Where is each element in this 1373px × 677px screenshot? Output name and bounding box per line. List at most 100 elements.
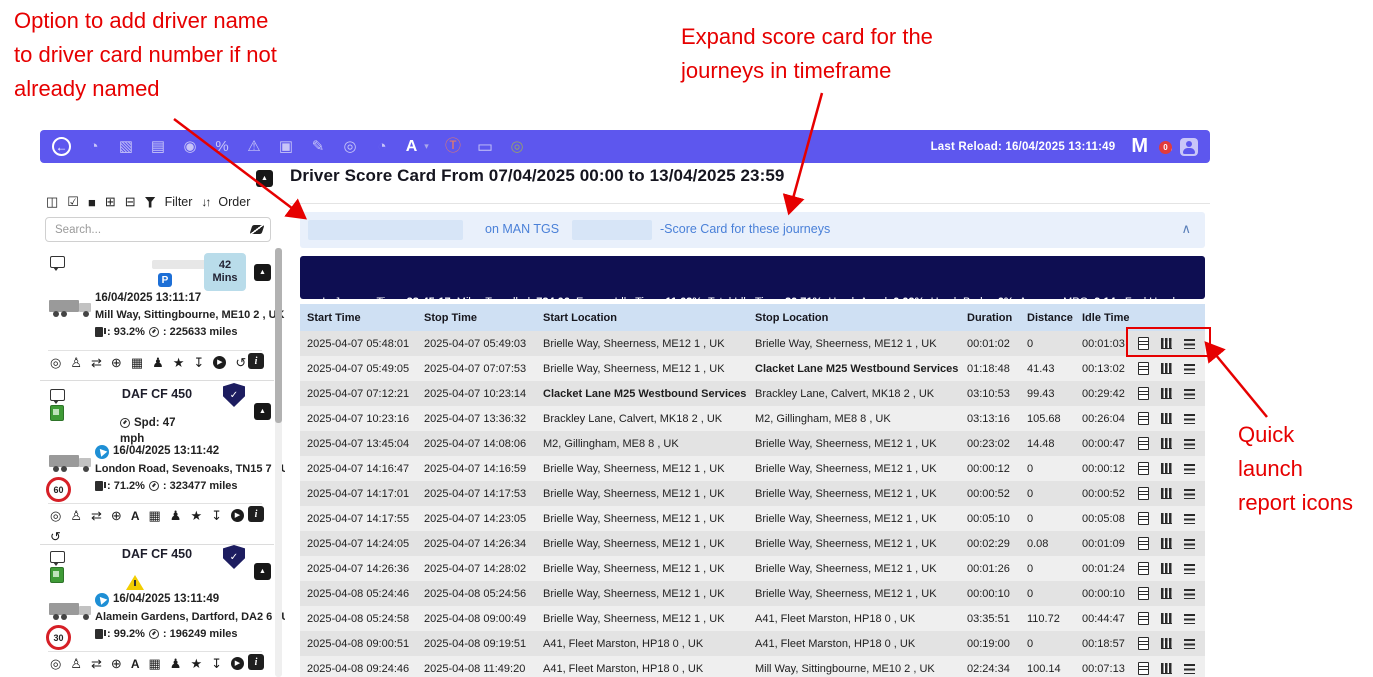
star-icon[interactable]: ★ (190, 508, 203, 523)
solid-square-icon[interactable]: ■ (87, 194, 96, 210)
filter-button[interactable]: Filter (164, 195, 193, 209)
swap-icon[interactable]: ⇄ (91, 508, 102, 523)
locations-icon[interactable]: ◉ (183, 138, 197, 155)
table-row[interactable]: 2025-04-07 14:17:01 2025-04-07 14:17:53 … (300, 481, 1205, 506)
score-card-expand-bar[interactable]: on MAN TGS -Score Card for these journey… (300, 212, 1205, 248)
summary-report-icon[interactable] (1184, 338, 1195, 349)
person-icon[interactable]: ♟ (152, 355, 164, 370)
play-icon[interactable]: ▶ (213, 356, 227, 369)
profile-icon[interactable] (1180, 137, 1198, 156)
calendar-icon[interactable]: ▦ (130, 355, 144, 370)
journey-report-icon[interactable] (1138, 462, 1149, 475)
alerts-icon[interactable]: ⚠ (247, 138, 261, 155)
journey-report-icon[interactable] (1138, 587, 1149, 600)
select-all-icon[interactable]: ☑ (67, 194, 79, 209)
journey-report-icon[interactable] (1138, 412, 1149, 425)
download-icon[interactable]: ↧ (211, 508, 222, 523)
map-icon[interactable]: ▧ (118, 138, 134, 155)
letter-a-icon[interactable]: A (130, 508, 140, 523)
speed-icon[interactable]: ◔ (377, 138, 387, 155)
play-icon[interactable]: ▶ (231, 657, 244, 670)
brand-a-icon[interactable]: A (405, 137, 418, 155)
back-icon[interactable]: ← (52, 137, 71, 156)
columns-icon[interactable]: ◫ (46, 194, 59, 209)
chart-report-icon[interactable] (1161, 663, 1172, 674)
chart-report-icon[interactable] (1161, 438, 1172, 449)
search-input[interactable] (53, 222, 251, 237)
trailer-icon[interactable]: ▭ (476, 137, 494, 156)
calendar-icon[interactable]: ▦ (148, 656, 161, 671)
journey-report-icon[interactable] (1138, 487, 1149, 500)
chart-report-icon[interactable] (1161, 638, 1172, 649)
summary-report-icon[interactable] (1184, 488, 1195, 499)
table-row[interactable]: 2025-04-08 05:24:58 2025-04-08 09:00:49 … (300, 606, 1205, 631)
chart-report-icon[interactable] (1161, 588, 1172, 599)
summary-report-icon[interactable] (1184, 588, 1195, 599)
table-row[interactable]: 2025-04-07 14:24:05 2025-04-07 14:26:34 … (300, 531, 1205, 556)
expand-all-icon[interactable]: ⊞ (104, 194, 116, 209)
chart-report-icon[interactable] (1161, 613, 1172, 624)
info-button[interactable]: i (248, 506, 264, 522)
vehicle-card[interactable]: DAF CF 450 ✓ ▲ 16/04/2025 13:11:49 Alame… (40, 545, 285, 677)
order-button[interactable]: Order (218, 195, 251, 209)
summary-report-icon[interactable] (1184, 563, 1195, 574)
table-row[interactable]: 2025-04-08 09:00:51 2025-04-08 09:19:51 … (300, 631, 1205, 656)
globe-icon[interactable]: ⊕ (110, 656, 122, 671)
table-row[interactable]: 2025-04-07 07:12:21 2025-04-07 10:23:14 … (300, 381, 1205, 406)
scrollbar-thumb[interactable] (275, 248, 282, 423)
driver-wheel-icon[interactable]: ◎ (510, 138, 524, 155)
table-row[interactable]: 2025-04-08 05:24:46 2025-04-08 05:24:56 … (300, 581, 1205, 606)
summary-report-icon[interactable] (1184, 663, 1195, 674)
journey-report-icon[interactable] (1138, 537, 1149, 550)
journey-report-icon[interactable] (1138, 337, 1149, 350)
letter-a-icon[interactable]: A (130, 656, 140, 671)
table-row[interactable]: 2025-04-07 14:26:36 2025-04-07 14:28:02 … (300, 556, 1205, 581)
summary-report-icon[interactable] (1184, 463, 1195, 474)
info-button[interactable]: i (248, 353, 264, 369)
chart-report-icon[interactable] (1161, 363, 1172, 374)
info-button[interactable]: i (248, 654, 264, 670)
history-icon[interactable]: ↺ (235, 355, 247, 370)
table-row[interactable]: 2025-04-07 10:23:16 2025-04-07 13:36:32 … (300, 406, 1205, 431)
brand-a-caret-icon[interactable]: ▾ (424, 141, 429, 151)
chart-report-icon[interactable] (1161, 463, 1172, 474)
tacho-icon[interactable]: Ⓣ (444, 137, 461, 155)
card-collapse-button[interactable]: ▲ (254, 563, 271, 580)
globe-icon[interactable]: ⊕ (110, 355, 122, 370)
card-collapse-button[interactable]: ▲ (254, 403, 271, 420)
steering-icon[interactable]: ◎ (343, 138, 357, 155)
summary-report-icon[interactable] (1184, 613, 1195, 624)
message-icon[interactable] (50, 389, 65, 404)
table-row[interactable]: 2025-04-07 14:16:47 2025-04-07 14:16:59 … (300, 456, 1205, 481)
person-pin-icon[interactable]: ♙ (70, 656, 82, 671)
swap-icon[interactable]: ⇄ (91, 656, 102, 671)
summary-report-icon[interactable] (1184, 438, 1195, 449)
chevron-up-icon[interactable]: ∧ (1181, 221, 1191, 236)
person-icon[interactable]: ♟ (169, 656, 182, 671)
download-icon[interactable]: ↧ (193, 355, 205, 370)
summary-report-icon[interactable] (1184, 538, 1195, 549)
table-row[interactable]: 2025-04-07 13:45:04 2025-04-07 14:08:06 … (300, 431, 1205, 456)
chart-report-icon[interactable] (1161, 538, 1172, 549)
download-icon[interactable]: ↧ (211, 656, 222, 671)
star-icon[interactable]: ★ (172, 355, 185, 370)
summary-report-icon[interactable] (1184, 388, 1195, 399)
play-icon[interactable]: ▶ (231, 509, 244, 522)
table-row[interactable]: 2025-04-07 05:49:05 2025-04-07 07:07:53 … (300, 356, 1205, 381)
message-icon[interactable] (50, 551, 65, 566)
percent-icon[interactable]: % (215, 138, 229, 155)
vehicle-card[interactable]: DAF CF 450 ✓ ▲ Spd: 47 mph 16/04/2025 13… (40, 381, 285, 545)
reports-icon[interactable]: ▤ (150, 138, 166, 155)
journey-report-icon[interactable] (1138, 512, 1149, 525)
calendar-icon[interactable]: ▦ (148, 508, 161, 523)
person-icon[interactable]: ♟ (169, 508, 182, 523)
swap-icon[interactable]: ⇄ (91, 355, 102, 370)
sidebar-collapse-button[interactable]: ▲ (256, 170, 273, 187)
locate-icon[interactable]: ◎ (50, 508, 62, 523)
history-icon[interactable]: ↺ (50, 529, 61, 544)
locate-icon[interactable]: ◎ (50, 355, 62, 370)
chart-report-icon[interactable] (1161, 338, 1172, 349)
summary-report-icon[interactable] (1184, 363, 1195, 374)
dashboard-icon[interactable]: ◔ (89, 138, 99, 155)
table-row[interactable]: 2025-04-07 14:17:55 2025-04-07 14:23:05 … (300, 506, 1205, 531)
